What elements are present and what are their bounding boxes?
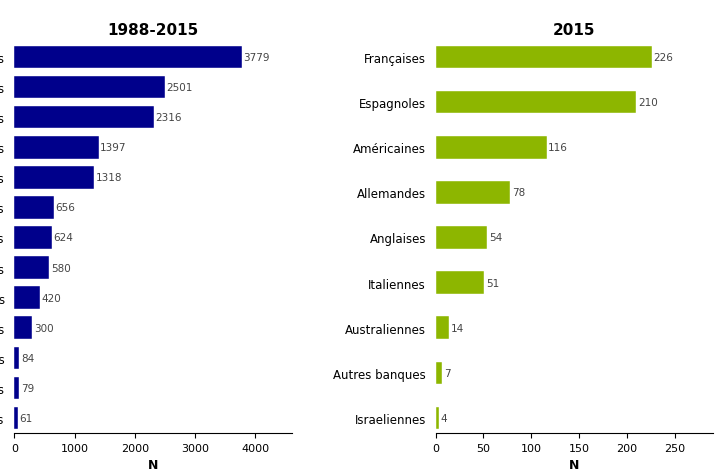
- Bar: [14, 107, 154, 129]
- Bar: [436, 272, 485, 294]
- Bar: [436, 317, 449, 339]
- X-axis label: N: N: [569, 458, 580, 471]
- Title: 2015: 2015: [553, 22, 595, 38]
- Bar: [14, 377, 19, 399]
- Bar: [14, 317, 32, 339]
- Text: 226: 226: [653, 53, 673, 63]
- Bar: [14, 167, 94, 189]
- Text: 79: 79: [21, 383, 34, 393]
- Text: 3779: 3779: [243, 53, 270, 63]
- Text: 2316: 2316: [156, 113, 182, 123]
- Text: 1318: 1318: [95, 173, 122, 183]
- Text: 420: 420: [41, 293, 61, 303]
- Bar: [436, 227, 487, 249]
- Bar: [436, 407, 439, 429]
- Bar: [436, 137, 546, 159]
- Bar: [14, 137, 99, 159]
- Title: 1988-2015: 1988-2015: [107, 22, 199, 38]
- Text: 656: 656: [55, 203, 76, 213]
- Bar: [14, 227, 52, 249]
- Text: 54: 54: [489, 233, 502, 243]
- Bar: [14, 257, 50, 279]
- Bar: [14, 47, 242, 69]
- Text: 84: 84: [21, 353, 35, 363]
- Bar: [436, 362, 442, 385]
- X-axis label: N: N: [148, 458, 158, 471]
- Text: 300: 300: [34, 323, 53, 333]
- Bar: [436, 47, 652, 69]
- Text: 61: 61: [19, 413, 33, 423]
- Text: 51: 51: [486, 278, 499, 288]
- Text: 116: 116: [548, 143, 568, 153]
- Text: 624: 624: [53, 233, 73, 243]
- Bar: [14, 407, 18, 429]
- Bar: [14, 77, 165, 99]
- Text: 2501: 2501: [166, 83, 193, 93]
- Text: 78: 78: [512, 188, 525, 198]
- Text: 210: 210: [638, 98, 657, 108]
- Bar: [14, 347, 19, 369]
- Bar: [436, 91, 636, 114]
- Text: 1397: 1397: [100, 143, 127, 153]
- Text: 4: 4: [441, 413, 448, 423]
- Bar: [14, 287, 40, 309]
- Text: 14: 14: [451, 323, 464, 333]
- Text: 580: 580: [51, 263, 71, 273]
- Bar: [436, 182, 510, 204]
- Text: 7: 7: [444, 368, 451, 378]
- Bar: [14, 197, 54, 219]
